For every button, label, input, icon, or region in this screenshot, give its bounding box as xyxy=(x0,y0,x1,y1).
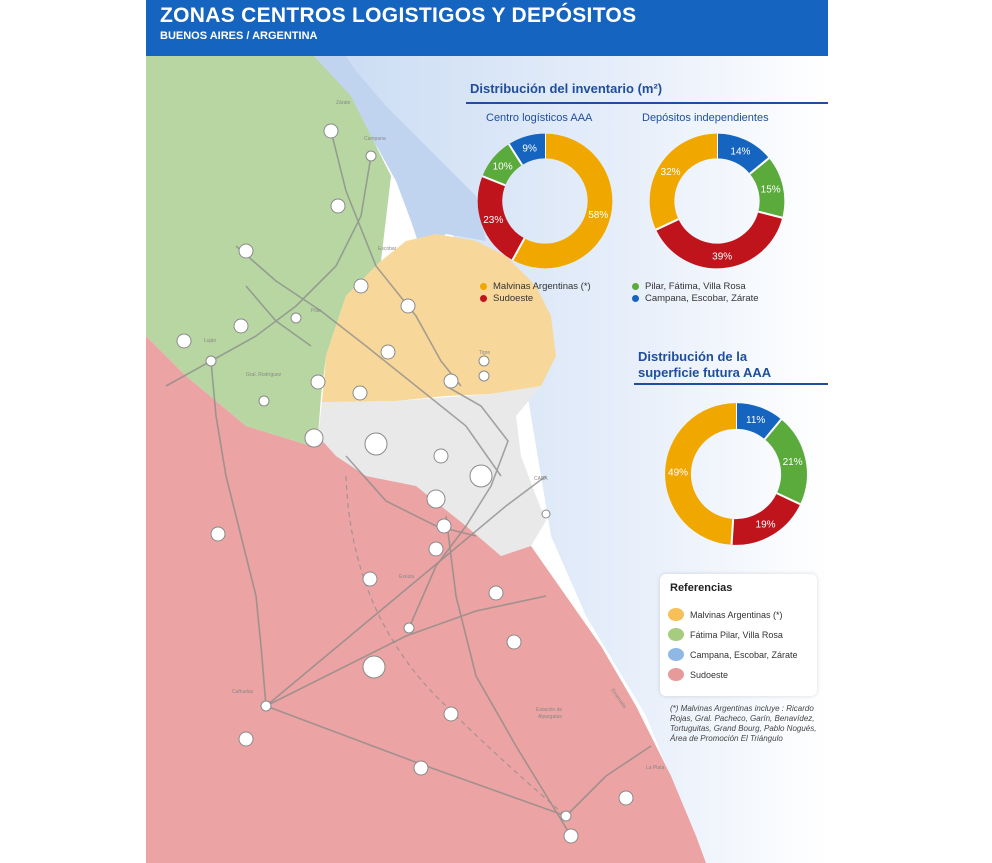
svg-text:Ezeiza: Ezeiza xyxy=(399,574,414,580)
donut-separator xyxy=(758,210,783,219)
donut-separator xyxy=(776,492,801,506)
chart-centros-label: Centro logísticos AAA xyxy=(486,112,593,124)
reference-item-sudoeste: Sudoeste xyxy=(668,668,728,681)
zone-pilar xyxy=(146,56,391,446)
donut-slice-sudoeste xyxy=(477,176,525,261)
donut-separator xyxy=(482,175,506,187)
svg-text:Escobar: Escobar xyxy=(378,246,397,252)
donut-chart-centros: 58% 23% 10% 9% xyxy=(477,133,613,269)
donut-separator xyxy=(749,157,770,175)
donut-slice-pilar xyxy=(749,158,785,218)
donut-separator xyxy=(511,237,526,261)
legend-item-sudoeste: Sudoeste xyxy=(480,293,533,304)
road-network xyxy=(165,130,652,837)
donut-slice-malvinas-argentinas xyxy=(665,403,737,545)
svg-text:La Plata: La Plata xyxy=(646,765,665,771)
legend-dot-pilar xyxy=(632,283,639,290)
donut-value-label: 21% xyxy=(783,457,803,468)
references-title: Referencias xyxy=(670,582,733,594)
svg-text:Cañuelas: Cañuelas xyxy=(232,689,254,695)
donut-value-label: 9% xyxy=(522,144,537,155)
future-title-line2: superficie futura AAA xyxy=(638,365,772,380)
donut-chart-depositos: 14% 15% 39% 32% xyxy=(649,133,785,269)
donut-slice-sudoeste xyxy=(731,492,801,545)
zone-campana xyxy=(314,56,486,251)
footnote: (*) Malvinas Argentinas incluye : Ricard… xyxy=(670,704,817,743)
route-markers xyxy=(176,123,634,844)
svg-text:Alpargatas: Alpargatas xyxy=(538,714,562,720)
donut-separator xyxy=(508,143,523,166)
reference-label-campana: Campana, Escobar, Zárate xyxy=(690,649,798,660)
donut-chart-futura: 11% 21% 19% 49% xyxy=(665,403,807,545)
donut-value-label: 11% xyxy=(746,415,765,426)
legend-dot-sudoeste xyxy=(480,295,487,302)
svg-text:Zárate: Zárate xyxy=(336,100,351,106)
legend-label-pilar: Pilar, Fátima, Villa Rosa xyxy=(645,281,746,292)
reference-swatch-campana xyxy=(668,648,684,661)
donut-slice-malvinas-argentinas xyxy=(649,133,718,230)
legend-dot-campana xyxy=(632,295,639,302)
reference-label-malvinas: Malvinas Argentinas (*) xyxy=(690,609,783,620)
infographic: Zárate Campana Escobar Pilar Luján Gral.… xyxy=(146,0,828,863)
donut-slice-pilar xyxy=(482,144,523,186)
donut-value-label: 15% xyxy=(761,185,781,196)
svg-text:Luján: Luján xyxy=(204,338,216,344)
donut-value-label: 10% xyxy=(493,161,513,172)
reference-item-campana: Campana, Escobar, Zárate xyxy=(668,648,798,661)
donut-value-label: 49% xyxy=(668,468,688,479)
donut-value-label: 19% xyxy=(756,519,776,530)
donut-separator xyxy=(655,218,679,231)
reference-swatch-sudoeste xyxy=(668,668,684,681)
donut-separator xyxy=(763,418,782,440)
donut-value-label: 23% xyxy=(483,215,503,226)
reference-label-sudoeste: Sudoeste xyxy=(690,669,729,680)
donut-slice-pilar xyxy=(764,419,807,505)
donut-slice-campana xyxy=(508,133,546,166)
reference-item-malvinas: Malvinas Argentinas (*) xyxy=(668,608,783,621)
legend-dot-malvinas xyxy=(480,283,487,290)
donut-value-label: 39% xyxy=(712,251,732,262)
svg-text:Tigre: Tigre xyxy=(479,350,490,356)
zone-sudoeste xyxy=(146,336,706,863)
references-box: Referencias Malvinas Argentinas (*) Fáti… xyxy=(660,574,817,696)
donut-slice-campana xyxy=(735,403,782,440)
legend-label-sudoeste: Sudoeste xyxy=(493,293,534,304)
svg-text:Campana: Campana xyxy=(364,136,386,142)
future-divider xyxy=(634,383,828,385)
zone-caba xyxy=(318,386,546,556)
donut-value-label: 32% xyxy=(661,167,681,178)
inventory-title: Distribución del inventario (m²) xyxy=(470,81,663,96)
zone-malvinas xyxy=(322,234,556,402)
donut-value-label: 58% xyxy=(588,210,608,221)
page-subtitle: BUENOS AIRES / ARGENTINA xyxy=(160,30,318,42)
svg-text:Estación de: Estación de xyxy=(536,707,562,713)
legend-item-malvinas: Malvinas Argentinas (*) xyxy=(480,281,591,292)
ring-road xyxy=(345,475,567,817)
donut-slice-malvinas-argentinas xyxy=(512,133,613,269)
reference-label-pilar: Fátima Pilar, Villa Rosa xyxy=(690,629,783,640)
header-banner: ZONAS CENTROS LOGISTIGOS Y DEPÓSITOS BUE… xyxy=(146,0,828,56)
svg-text:Gral. Rodríguez: Gral. Rodríguez xyxy=(246,372,282,378)
future-title-line1: Distribución de la xyxy=(638,349,748,364)
donut-slice-sudoeste xyxy=(656,211,783,269)
donut-value-label: 14% xyxy=(730,147,750,158)
reference-item-pilar: Fátima Pilar, Villa Rosa xyxy=(668,628,783,641)
svg-text:Pilar: Pilar xyxy=(311,308,321,314)
legend-label-malvinas: Malvinas Argentinas (*) xyxy=(493,281,591,292)
legend-item-campana: Campana, Escobar, Zárate xyxy=(632,293,759,304)
donut-slice-campana xyxy=(716,133,769,175)
page-title: ZONAS CENTROS LOGISTIGOS Y DEPÓSITOS xyxy=(160,4,637,27)
reference-swatch-malvinas xyxy=(668,608,684,621)
legend-item-pilar: Pilar, Fátima, Villa Rosa xyxy=(632,281,746,292)
svg-text:CABA: CABA xyxy=(534,476,548,482)
reference-swatch-pilar xyxy=(668,628,684,641)
donut-separator xyxy=(730,518,735,545)
legend-label-campana: Campana, Escobar, Zárate xyxy=(645,293,759,304)
inventory-divider xyxy=(466,102,828,104)
chart-depositos-label: Depósitos independientes xyxy=(642,112,769,124)
